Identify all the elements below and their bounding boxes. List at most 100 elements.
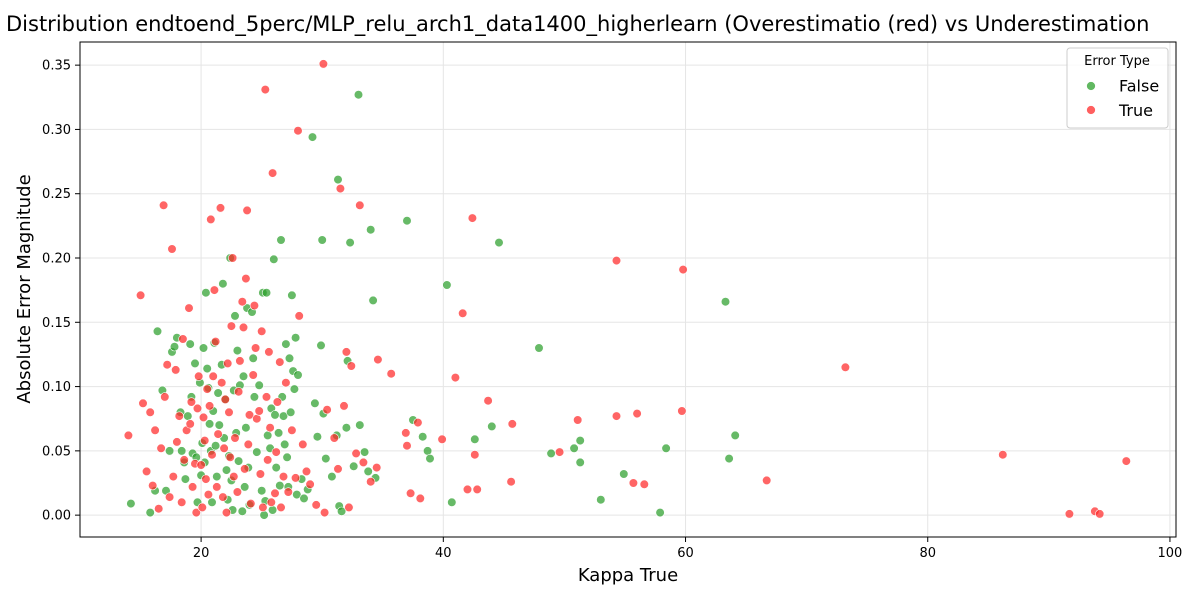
x-axis-label: Kappa True <box>578 565 678 586</box>
data-point-true <box>287 425 297 435</box>
legend-marker-true <box>1086 105 1096 115</box>
data-point-true <box>998 450 1008 460</box>
data-point-true <box>230 433 240 443</box>
data-point-true <box>246 499 256 509</box>
data-point-true <box>611 411 622 421</box>
data-point-false <box>282 452 292 462</box>
data-point-true <box>229 472 239 482</box>
data-point-true <box>272 397 283 407</box>
data-point-true <box>160 392 170 402</box>
data-point-true <box>150 425 160 435</box>
data-point-false <box>213 388 223 398</box>
data-point-true <box>212 482 222 492</box>
data-point-false <box>183 411 193 421</box>
data-point-true <box>254 406 264 416</box>
data-point-true <box>467 213 478 223</box>
data-point-true <box>333 464 343 474</box>
data-point-true <box>219 443 229 453</box>
data-point-true <box>220 394 230 405</box>
data-point-false <box>655 507 665 518</box>
data-point-false <box>270 410 280 420</box>
data-point-true <box>136 290 146 300</box>
data-point-true <box>241 274 251 284</box>
data-point-false <box>287 290 297 300</box>
data-point-true <box>677 406 687 416</box>
data-point-false <box>274 428 284 438</box>
data-point-false <box>201 288 211 298</box>
data-point-false <box>185 339 195 349</box>
data-point-false <box>423 446 433 456</box>
data-point-false <box>425 454 435 464</box>
data-point-false <box>286 407 296 417</box>
data-point-true <box>472 484 482 495</box>
data-point-false <box>198 343 209 353</box>
legend: Error Type False True <box>1066 47 1169 129</box>
data-point-true <box>148 481 158 491</box>
data-point-true <box>174 411 184 421</box>
data-point-false <box>218 279 228 289</box>
data-point-true <box>266 497 276 507</box>
y-axis-label: Absolute Error Magnitude <box>14 174 35 403</box>
data-point-false <box>241 423 251 433</box>
data-point-true <box>402 441 412 451</box>
data-point-true <box>278 472 289 482</box>
data-point-true <box>506 477 516 487</box>
y-tick-label: 0.20 <box>42 252 71 267</box>
data-point-false <box>289 384 300 394</box>
data-point-false <box>293 370 303 380</box>
grid-lines <box>80 42 1176 537</box>
data-point-true <box>611 256 622 266</box>
data-point-false <box>252 447 262 457</box>
chart-title: Distribution endtoend_5perc/MLP_relu_arc… <box>6 12 1149 37</box>
data-point-true <box>281 378 291 388</box>
data-point-true <box>632 409 642 419</box>
data-point-true <box>200 436 210 446</box>
data-point-true <box>232 487 242 497</box>
data-point-false <box>341 423 352 433</box>
data-point-true <box>450 373 461 383</box>
data-point-false <box>271 463 281 473</box>
data-point-false <box>281 339 291 349</box>
data-point-true <box>178 334 188 344</box>
data-point-false <box>327 472 337 482</box>
data-point-true <box>213 429 223 439</box>
legend-label-true: True <box>1118 101 1153 120</box>
data-point-false <box>190 358 200 369</box>
data-point-true <box>554 447 565 457</box>
data-point-true <box>252 414 262 424</box>
data-point-true <box>507 419 517 429</box>
data-point-true <box>275 357 285 367</box>
data-point-true <box>223 358 233 369</box>
data-point-true <box>271 447 281 457</box>
data-point-true <box>344 502 354 513</box>
data-point-true <box>235 356 245 366</box>
legend-title: Error Type <box>1084 54 1150 69</box>
data-point-false <box>259 510 269 520</box>
data-point-true <box>211 337 221 347</box>
data-point-true <box>322 405 332 415</box>
data-point-false <box>165 446 175 456</box>
data-point-false <box>248 353 258 363</box>
data-point-true <box>294 311 304 321</box>
data-point-true <box>225 452 235 462</box>
data-point-false <box>312 432 323 442</box>
data-point-false <box>575 457 585 468</box>
data-point-false <box>238 371 249 381</box>
data-point-false <box>211 441 221 451</box>
data-point-false <box>575 436 585 446</box>
data-point-true <box>191 507 201 518</box>
data-point-true <box>162 360 172 370</box>
data-point-true <box>318 59 329 69</box>
data-point-false <box>724 454 734 464</box>
data-point-true <box>462 484 473 495</box>
data-point-false <box>316 340 326 351</box>
data-point-true <box>208 371 218 381</box>
y-tick-label: 0.25 <box>42 187 71 202</box>
data-point-true <box>218 492 228 502</box>
data-point-false <box>307 132 318 142</box>
data-point-true <box>224 407 234 417</box>
data-point-false <box>292 490 302 500</box>
data-point-false <box>360 447 370 457</box>
data-point-false <box>368 295 378 306</box>
